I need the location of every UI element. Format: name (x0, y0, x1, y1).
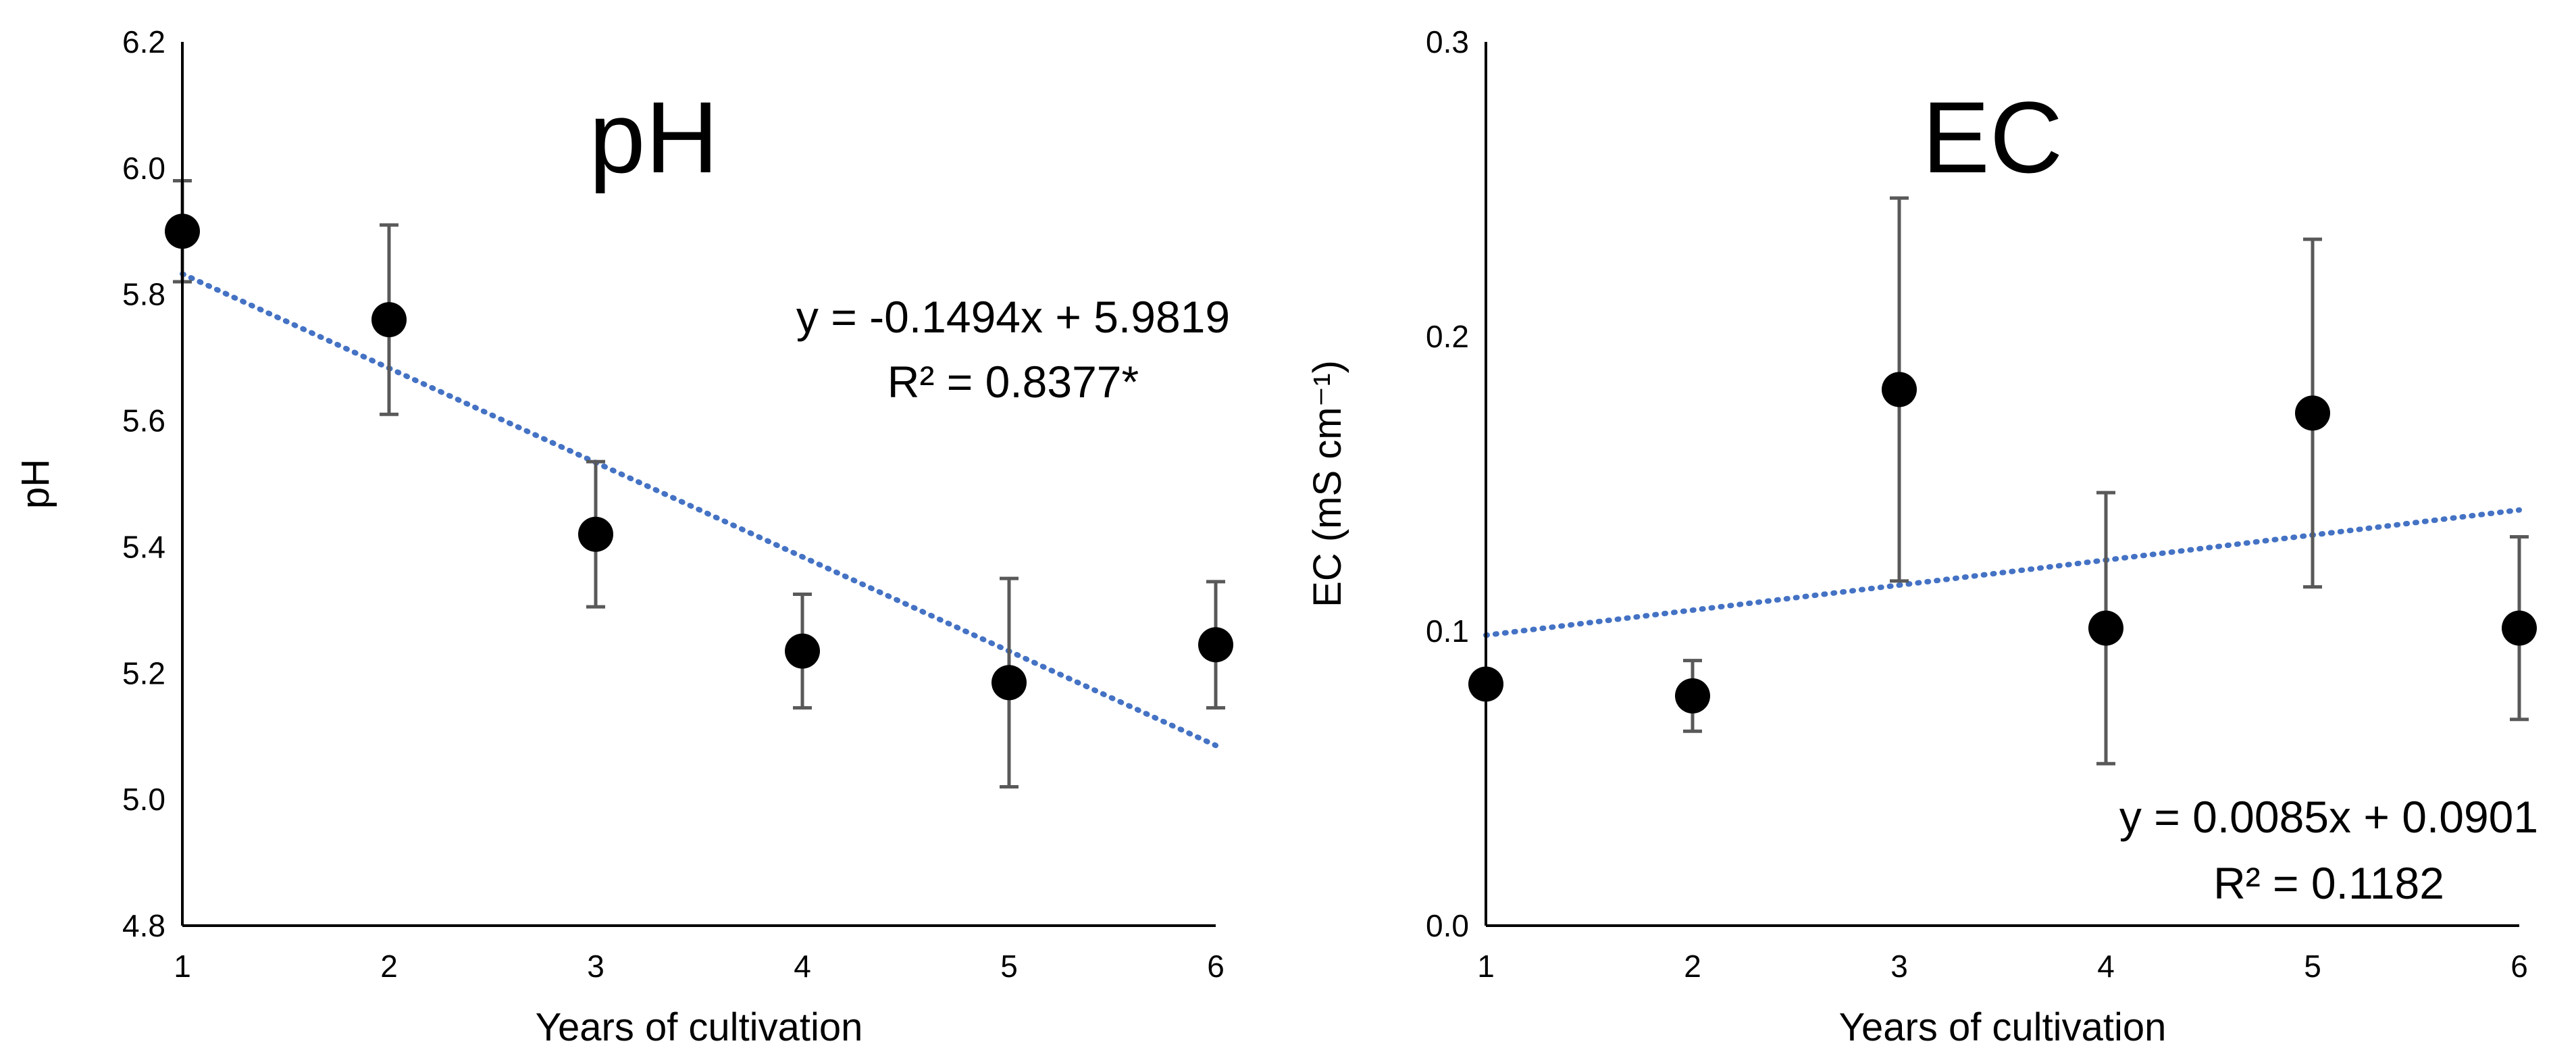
ec-x-axis-title: Years of cultivation (1839, 1005, 2167, 1049)
ph-r-squared: R² = 0.8377* (887, 357, 1139, 407)
ph-chart: 4.8 5.0 5.2 5.4 5.6 5.8 6.0 6.2 1 2 3 4 5 6 pH y = -… (14, 24, 1233, 1049)
ph-x-tick-label: 4 (794, 949, 811, 984)
ec-trendline (1483, 507, 2522, 638)
ec-trend-equation: y = 0.0085x + 0.0901 (2119, 792, 2538, 842)
ec-chart: 0.0 0.1 0.2 0.3 1 2 3 4 5 6 EC y = 0.0085x + 0.0… (1306, 24, 2538, 1049)
ec-y-tick-label: 0.0 (1426, 908, 1469, 943)
ph-data-point (371, 302, 407, 338)
ph-y-tick-label: 6.0 (122, 151, 165, 186)
ec-r-squared: R² = 0.1182 (2213, 858, 2444, 908)
ph-x-axis-title: Years of cultivation (536, 1005, 863, 1049)
ph-x-tick-label: 6 (1207, 949, 1225, 984)
ph-data-point (1198, 627, 1233, 663)
ph-y-tick-label: 6.2 (122, 24, 165, 59)
ph-y-tick-label: 5.2 (122, 655, 165, 691)
ph-y-tick-label: 5.0 (122, 782, 165, 817)
ec-x-tick-label: 1 (1477, 949, 1495, 984)
ec-data-point (1675, 678, 1710, 713)
ec-y-tick-label: 0.2 (1426, 319, 1469, 354)
ec-chart-title: EC (1922, 80, 2063, 194)
ec-x-tick-label: 3 (1890, 949, 1908, 984)
ph-x-tick-label: 3 (587, 949, 604, 984)
ec-data-point (2088, 610, 2123, 646)
ec-y-axis-title: EC (mS cm⁻¹) (1306, 360, 1349, 607)
ph-y-tick-label: 4.8 (122, 908, 165, 943)
ec-x-tick-label: 5 (2304, 949, 2321, 984)
ph-x-tick-label: 1 (174, 949, 191, 984)
ec-x-tick-label: 4 (2097, 949, 2115, 984)
ec-y-tick-label: 0.3 (1426, 24, 1469, 59)
ph-y-tick-label: 5.8 (122, 277, 165, 312)
ph-chart-title: pH (589, 80, 719, 194)
ph-data-point (991, 665, 1027, 701)
ec-data-point (1882, 372, 1917, 407)
ph-y-tick-label: 5.4 (122, 529, 165, 564)
ph-data-point (785, 633, 820, 669)
ph-trendline (180, 271, 1218, 749)
ph-trend-equation: y = -0.1494x + 5.9819 (796, 292, 1230, 342)
ph-data-point (578, 516, 613, 552)
ec-data-point (2502, 610, 2537, 646)
ec-y-tick-label: 0.1 (1426, 613, 1469, 649)
ec-x-tick-label: 2 (1684, 949, 1701, 984)
ph-x-tick-label: 2 (380, 949, 398, 984)
ec-x-tick-label: 6 (2510, 949, 2528, 984)
ph-y-tick-label: 5.6 (122, 403, 165, 439)
ec-data-point (2295, 395, 2330, 431)
ph-x-tick-label: 5 (1000, 949, 1018, 984)
ph-y-axis-title: pH (14, 459, 57, 509)
